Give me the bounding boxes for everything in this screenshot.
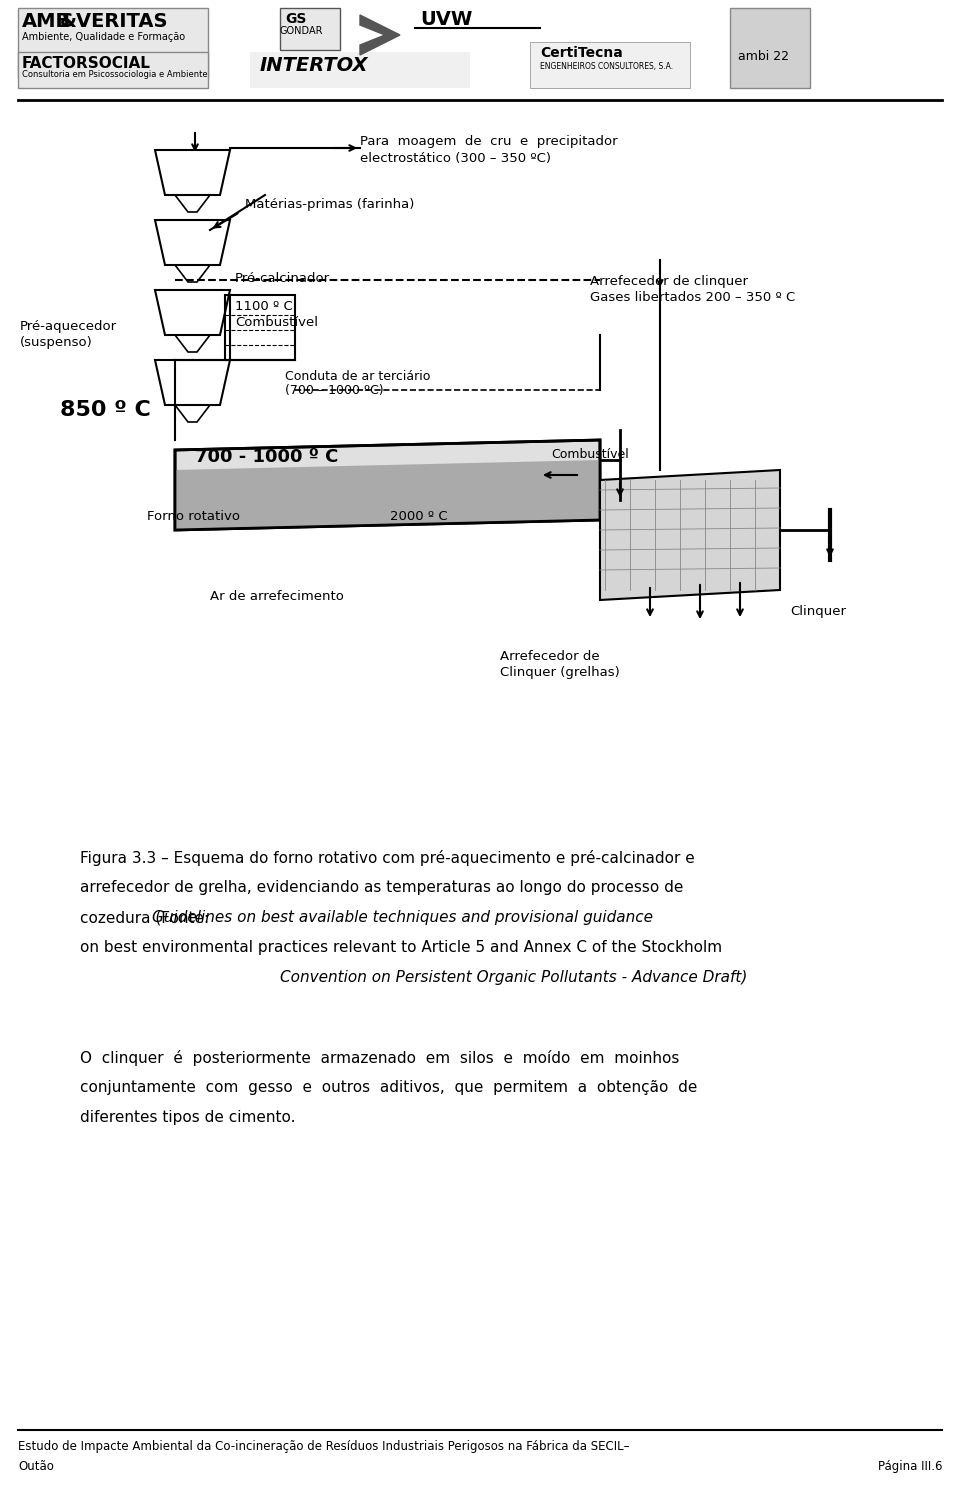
Text: AMB: AMB bbox=[22, 12, 71, 32]
Text: Arrefecedor de: Arrefecedor de bbox=[500, 651, 600, 663]
Text: Gases libertados 200 – 350 º C: Gases libertados 200 – 350 º C bbox=[590, 291, 795, 304]
Text: Combustível: Combustível bbox=[235, 316, 318, 328]
Text: Para  moagem  de  cru  e  precipitador: Para moagem de cru e precipitador bbox=[360, 136, 617, 148]
Text: UVW: UVW bbox=[420, 11, 472, 29]
Text: Clinquer: Clinquer bbox=[790, 605, 846, 617]
Text: CertiTecna: CertiTecna bbox=[540, 47, 623, 60]
Polygon shape bbox=[600, 470, 780, 599]
Text: Pré-aquecedor: Pré-aquecedor bbox=[20, 319, 117, 333]
Text: Página III.6: Página III.6 bbox=[877, 1459, 942, 1473]
Text: Conduta de ar terciário: Conduta de ar terciário bbox=[285, 370, 430, 383]
Text: GONDAR: GONDAR bbox=[280, 26, 324, 36]
Bar bbox=[250, 53, 470, 87]
Text: GS: GS bbox=[285, 12, 306, 26]
Text: Ar de arrefecimento: Ar de arrefecimento bbox=[210, 590, 344, 602]
Text: 2000 º C: 2000 º C bbox=[390, 511, 447, 523]
Text: Clinquer (grelhas): Clinquer (grelhas) bbox=[500, 666, 620, 679]
Text: &VERITAS: &VERITAS bbox=[60, 12, 169, 32]
Text: Ambiente, Qualidade e Formação: Ambiente, Qualidade e Formação bbox=[22, 32, 185, 42]
Text: diferentes tipos de cimento.: diferentes tipos de cimento. bbox=[80, 1110, 296, 1125]
Text: Combustível: Combustível bbox=[551, 447, 629, 461]
Text: Matérias-primas (farinha): Matérias-primas (farinha) bbox=[245, 197, 415, 211]
Text: ambi 22: ambi 22 bbox=[738, 50, 789, 63]
Text: Guidelines on best available techniques and provisional guidance: Guidelines on best available techniques … bbox=[152, 910, 653, 925]
Polygon shape bbox=[360, 15, 400, 56]
Text: 1100 º C: 1100 º C bbox=[235, 300, 293, 313]
Bar bbox=[18, 53, 208, 87]
Text: Consultoria em Psicossociologia e Ambiente: Consultoria em Psicossociologia e Ambien… bbox=[22, 69, 207, 78]
Text: 700 - 1000 º C: 700 - 1000 º C bbox=[195, 447, 338, 465]
Polygon shape bbox=[175, 459, 600, 530]
Text: O  clinquer  é  posteriormente  armazenado  em  silos  e  moído  em  moinhos: O clinquer é posteriormente armazenado e… bbox=[80, 1050, 680, 1066]
Text: conjuntamente  com  gesso  e  outros  aditivos,  que  permitem  a  obtenção  de: conjuntamente com gesso e outros aditivo… bbox=[80, 1080, 697, 1095]
Bar bbox=[730, 8, 810, 87]
Text: arrefecedor de grelha, evidenciando as temperaturas ao longo do processo de: arrefecedor de grelha, evidenciando as t… bbox=[80, 880, 684, 895]
Text: Figura 3.3 – Esquema do forno rotativo com pré-aquecimento e pré-calcinador e: Figura 3.3 – Esquema do forno rotativo c… bbox=[80, 849, 695, 866]
Bar bbox=[225, 295, 295, 360]
Bar bbox=[18, 8, 208, 78]
Bar bbox=[280, 8, 340, 50]
Text: cozedura (Fonte:: cozedura (Fonte: bbox=[80, 910, 214, 925]
Text: Estudo de Impacte Ambiental da Co-incineração de Resíduos Industriais Perigosos : Estudo de Impacte Ambiental da Co-incine… bbox=[18, 1440, 630, 1453]
Text: Forno rotativo: Forno rotativo bbox=[147, 511, 240, 523]
Text: electrostático (300 – 350 ºC): electrostático (300 – 350 ºC) bbox=[360, 152, 551, 166]
Text: 850 º C: 850 º C bbox=[60, 401, 151, 420]
Text: INTERTOX: INTERTOX bbox=[260, 56, 369, 75]
Text: Pré-calcinador: Pré-calcinador bbox=[235, 273, 330, 285]
Text: Arrefecedor de clinquer: Arrefecedor de clinquer bbox=[590, 276, 748, 288]
Text: (suspenso): (suspenso) bbox=[20, 336, 93, 349]
Text: Outão: Outão bbox=[18, 1459, 54, 1473]
Bar bbox=[530, 42, 690, 87]
Text: (700 – 1000 ºC): (700 – 1000 ºC) bbox=[285, 384, 384, 398]
Polygon shape bbox=[175, 440, 600, 530]
Text: Convention on Persistent Organic Pollutants - Advance Draft): Convention on Persistent Organic Polluta… bbox=[280, 970, 748, 985]
Text: ENGENHEIROS CONSULTORES, S.A.: ENGENHEIROS CONSULTORES, S.A. bbox=[540, 62, 673, 71]
Text: on best environmental practices relevant to Article 5 and Annex C of the Stockho: on best environmental practices relevant… bbox=[80, 940, 722, 955]
Text: FACTORSOCIAL: FACTORSOCIAL bbox=[22, 56, 151, 71]
